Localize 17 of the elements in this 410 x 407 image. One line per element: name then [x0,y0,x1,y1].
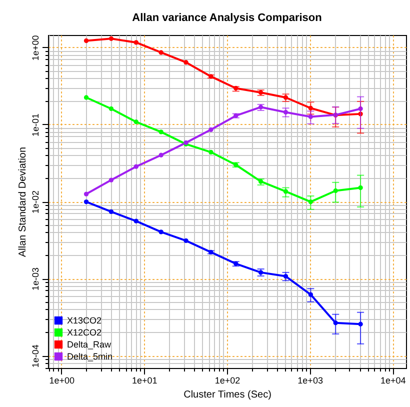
y-tick-label: 1e-04 [30,344,40,368]
x-tick-label: 1e+04 [380,376,406,386]
x-tick-label: 1e+02 [214,376,240,386]
y-axis-title: Allan Standard Deviation [18,146,28,258]
x-tick-label: 1e+01 [132,376,158,386]
y-tick-label: 1e+00 [30,35,40,61]
chart-title: Allan variance Analysis Comparison [132,12,322,24]
x-axis-title: Cluster Times (Sec) [184,390,272,400]
x-tick-label: 1e+00 [49,376,74,386]
legend-label: X13CO2 [67,316,102,326]
legend-label: Delta_5min [67,352,113,362]
legend-label: X12CO2 [67,328,102,338]
legend-label: Delta_Raw [67,340,112,350]
y-tick-label: 1e-02 [30,190,40,214]
y-tick-label: 1e-03 [30,268,40,291]
x-tick-label: 1e+03 [298,376,323,386]
y-tick-label: 1e-01 [30,113,40,136]
